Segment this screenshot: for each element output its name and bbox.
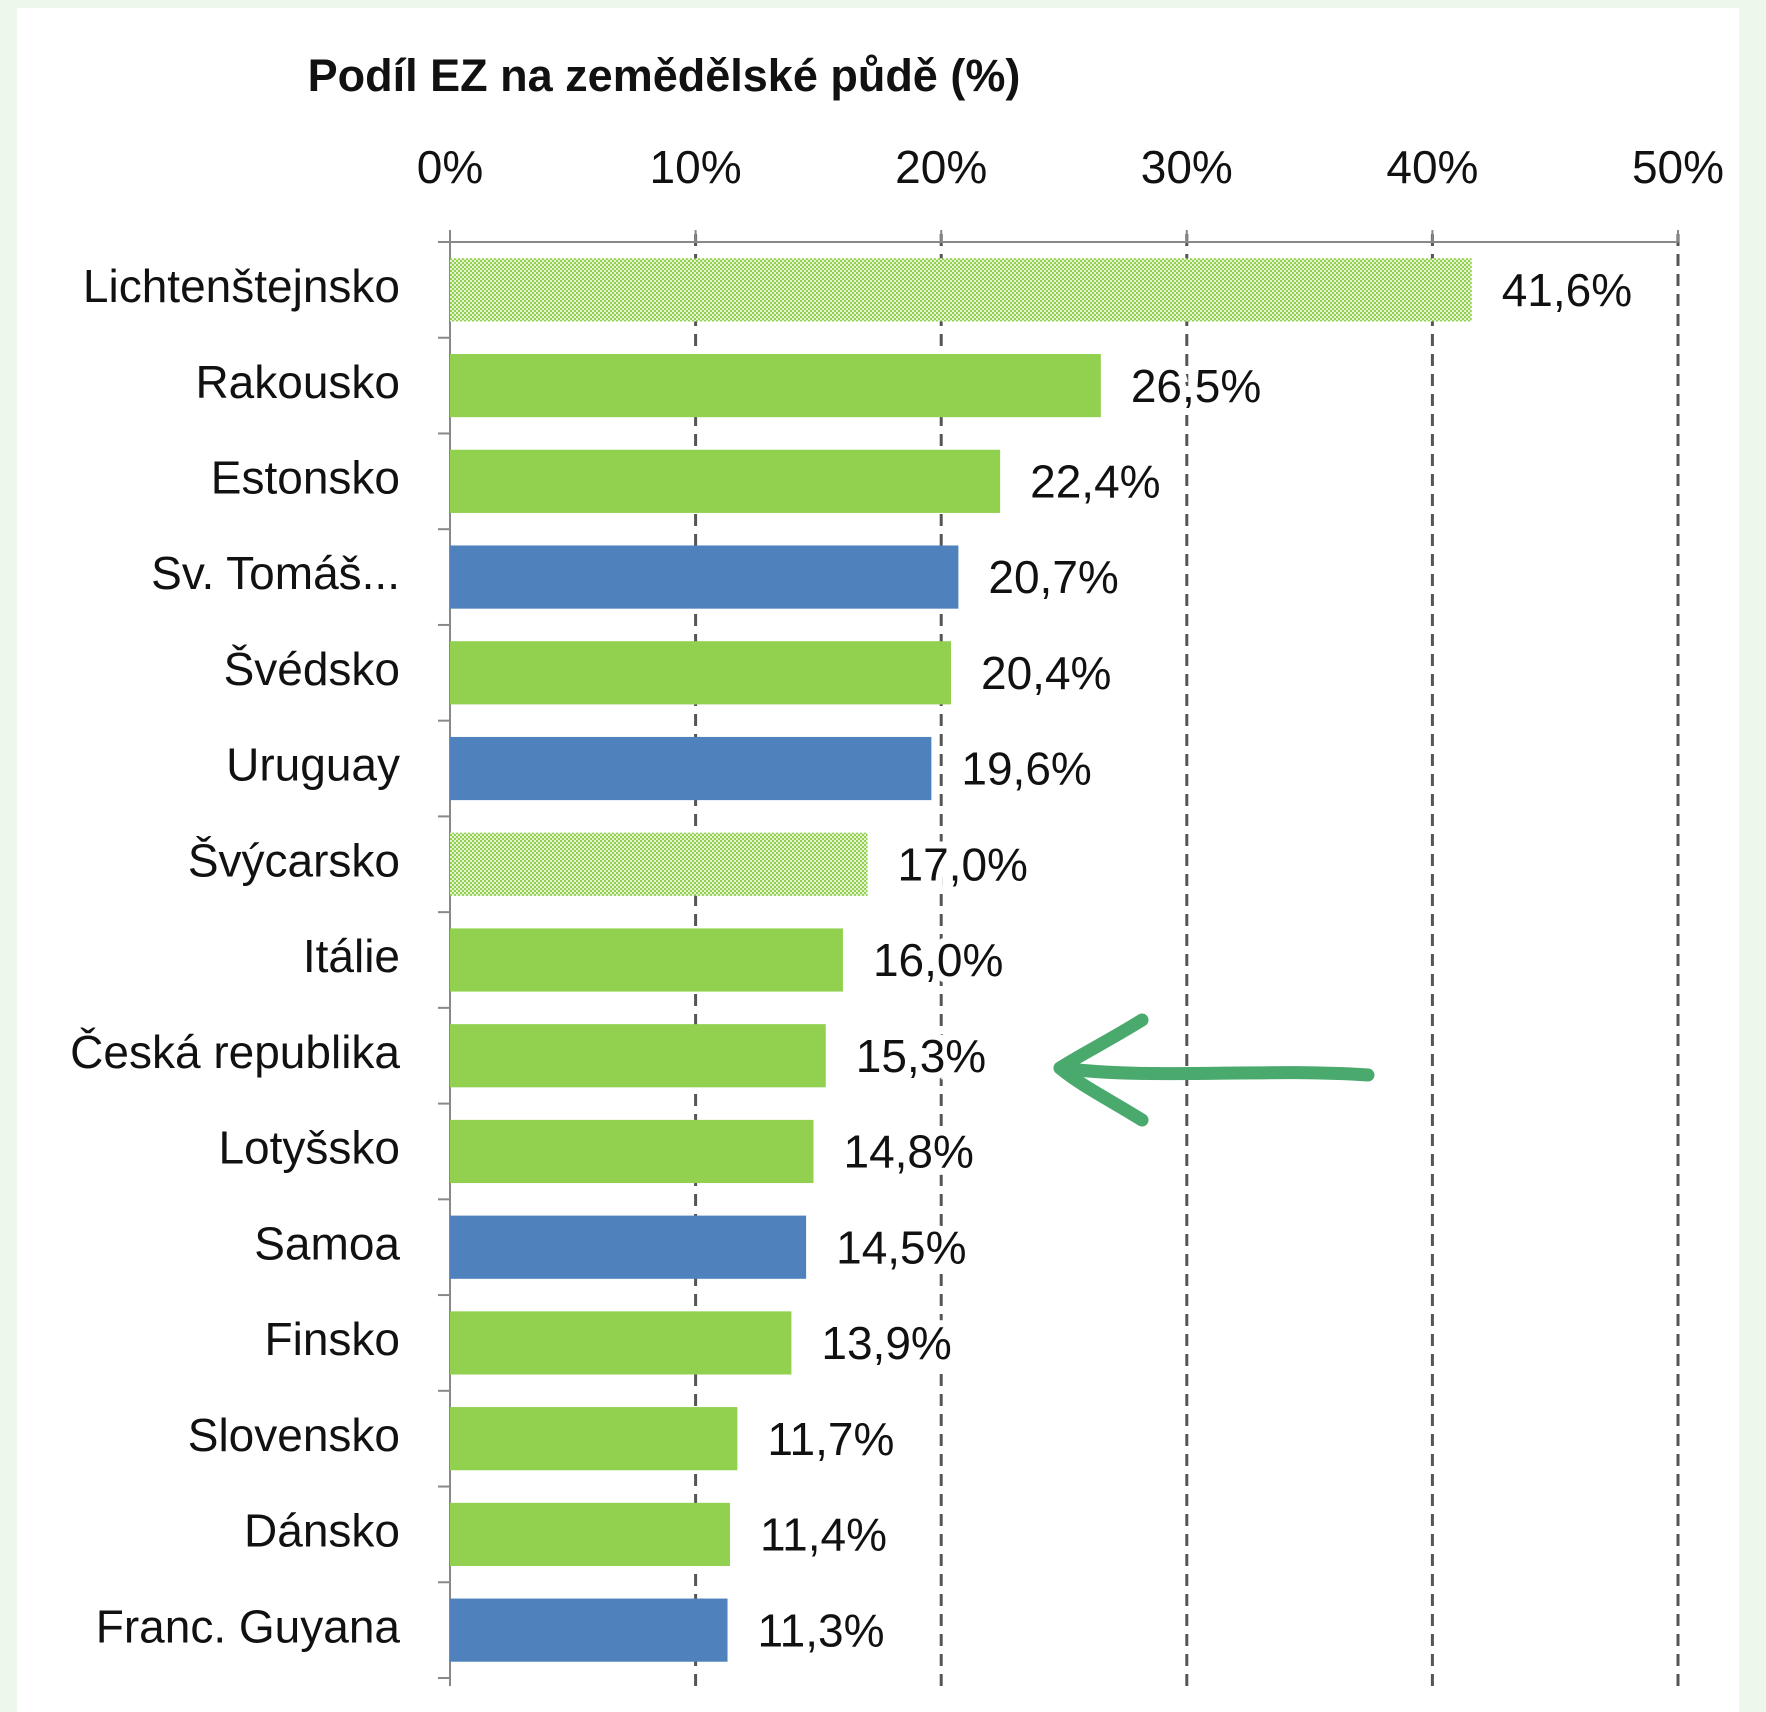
- y-tick-label: Lotyšsko: [218, 1122, 400, 1174]
- bar: [450, 641, 952, 705]
- y-tick-label: Rakousko: [195, 356, 400, 408]
- bar: [450, 1598, 728, 1662]
- value-label: 19,6%: [961, 743, 1091, 795]
- bar: [450, 354, 1101, 418]
- bar: [450, 736, 932, 801]
- y-tick-label: Estonsko: [211, 451, 400, 503]
- bar: [450, 928, 843, 992]
- x-tick-label: 30%: [1141, 141, 1233, 193]
- y-tick-label: Švýcarsko: [188, 834, 400, 886]
- y-tick-label: Franc. Guyana: [96, 1600, 401, 1652]
- x-tick-label: 40%: [1386, 141, 1478, 193]
- arrow-head: [1053, 1013, 1149, 1127]
- chart-title: Podíl EZ na zemědělské půdě (%): [308, 50, 1021, 101]
- highlight-arrow: [1053, 1013, 1375, 1127]
- value-label: 11,7%: [767, 1413, 894, 1465]
- value-label: 41,6%: [1502, 264, 1632, 316]
- y-tick-label: Lichtenštejnsko: [83, 260, 400, 312]
- value-label: 16,0%: [873, 934, 1003, 986]
- bar: [450, 1119, 814, 1184]
- x-tick-label: 20%: [895, 141, 987, 193]
- y-tick-label: Itálie: [303, 930, 400, 982]
- value-label: 17,0%: [898, 838, 1028, 890]
- value-label: 26,5%: [1131, 360, 1261, 412]
- y-tick-label: Uruguay: [226, 739, 400, 791]
- y-tick-label: Dánsko: [244, 1505, 400, 1557]
- bar: [450, 545, 959, 609]
- bar: [450, 449, 1001, 513]
- y-tick-label: Sv. Tomáš...: [151, 547, 400, 599]
- x-tick-label: 10%: [650, 141, 742, 193]
- y-tick-label: Finsko: [265, 1313, 400, 1365]
- bar: [450, 1024, 826, 1088]
- value-label: 22,4%: [1030, 455, 1160, 507]
- bar: [450, 1502, 730, 1566]
- value-label: 15,3%: [856, 1030, 986, 1082]
- value-label: 14,8%: [843, 1126, 973, 1178]
- bar: [450, 1407, 738, 1471]
- value-label: 20,7%: [988, 551, 1118, 603]
- value-label: 11,4%: [760, 1509, 887, 1561]
- x-tick-label: 50%: [1632, 141, 1724, 193]
- y-tick-label: Samoa: [254, 1217, 400, 1269]
- x-tick-label: 0%: [417, 141, 483, 193]
- bar: [450, 258, 1472, 322]
- labels: 0% 10% 20% 30% 40% 50% Lichtenštejnsko 41,6% Rak…: [70, 141, 1724, 1663]
- bar: [450, 832, 868, 896]
- bar: [450, 1215, 807, 1279]
- y-tick-label: Česká republika: [70, 1026, 400, 1078]
- value-label: 13,9%: [821, 1317, 951, 1369]
- y-tick-label: Švédsko: [224, 643, 400, 695]
- value-label: 20,4%: [981, 647, 1111, 699]
- value-label: 14,5%: [836, 1221, 966, 1273]
- bars: [450, 258, 1472, 1662]
- arrow-shaft: [1053, 1061, 1375, 1082]
- y-tick-label: Slovensko: [188, 1409, 400, 1461]
- value-label: 11,3%: [758, 1604, 885, 1656]
- bar: [450, 1311, 792, 1375]
